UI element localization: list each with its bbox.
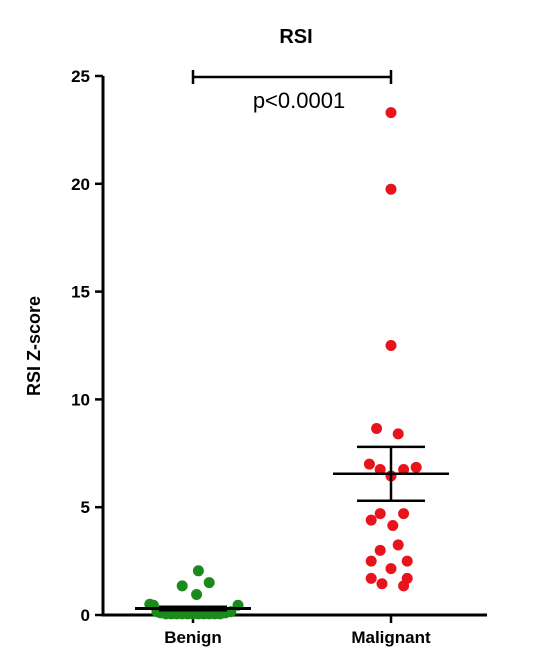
- p-value-annotation: p<0.0001: [253, 88, 345, 113]
- x-category-label: Malignant: [351, 628, 431, 647]
- data-point: [392, 539, 404, 551]
- chart-title: RSI: [279, 26, 312, 48]
- y-tick-label: 15: [71, 283, 90, 302]
- y-tick-label: 10: [71, 390, 90, 409]
- data-point: [392, 428, 404, 440]
- data-point: [192, 565, 204, 577]
- y-tick-label: 5: [81, 498, 90, 517]
- data-point: [374, 544, 386, 556]
- y-tick-label: 20: [71, 175, 90, 194]
- data-point: [398, 508, 410, 520]
- significance-bracket: [191, 70, 393, 84]
- data-point: [365, 572, 377, 584]
- mean-marker: [169, 605, 217, 612]
- data-point: [410, 461, 422, 473]
- x-category-label: Benign: [164, 628, 222, 647]
- data-point: [385, 340, 397, 351]
- axes: [101, 76, 487, 617]
- data-points: [144, 107, 422, 620]
- data-point: [387, 520, 399, 532]
- y-axis-ticks: 0 5 10 15 20 25: [71, 67, 103, 625]
- data-point: [365, 555, 377, 567]
- mean-sem-bars: [135, 445, 449, 612]
- data-point: [385, 563, 397, 575]
- y-tick-label: 0: [81, 606, 90, 625]
- data-point: [371, 423, 383, 435]
- data-point: [385, 183, 397, 195]
- data-point: [398, 463, 410, 475]
- data-point: [398, 580, 410, 592]
- data-point: [191, 589, 203, 601]
- data-point: [363, 458, 375, 470]
- data-point: [376, 578, 388, 590]
- y-axis-label: RSI Z-score: [24, 296, 44, 396]
- data-point: [365, 514, 377, 526]
- data-point: [374, 463, 386, 475]
- data-point: [385, 107, 397, 119]
- data-point: [401, 555, 413, 567]
- y-tick-label: 25: [71, 67, 90, 86]
- data-point: [374, 508, 386, 520]
- data-point: [176, 580, 188, 592]
- data-point: [203, 577, 215, 589]
- x-axis-categories: Benign Malignant: [164, 615, 431, 647]
